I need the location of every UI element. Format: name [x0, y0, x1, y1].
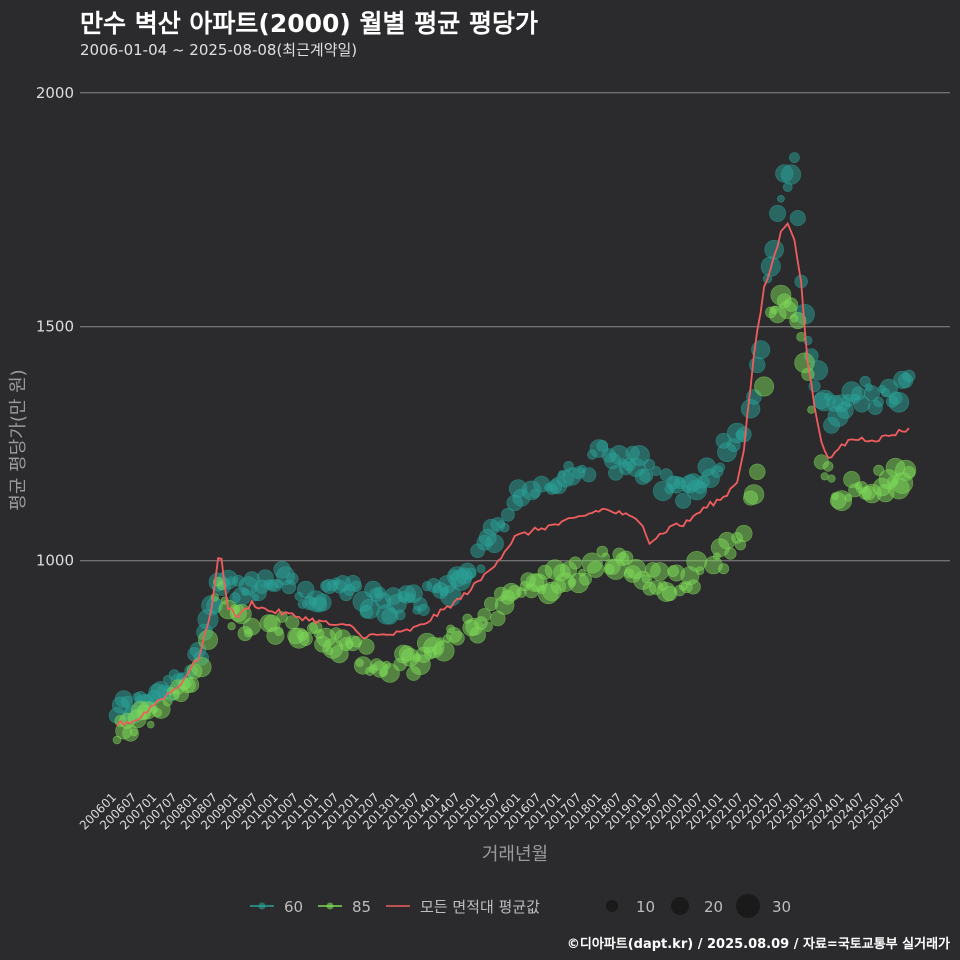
scatter-point-60 — [417, 603, 430, 616]
scatter-point-85 — [820, 472, 829, 481]
scatter-point-60 — [736, 426, 752, 443]
scatter-point-60 — [350, 580, 362, 592]
scatter-point-85 — [298, 631, 313, 646]
scatter-point-60 — [596, 439, 609, 452]
y-tick-label: 2000 — [36, 84, 74, 102]
legend-size-label: 20 — [704, 898, 723, 916]
y-tick-label: 1500 — [36, 318, 74, 336]
scatter-point-60 — [643, 458, 656, 471]
scatter-point-60 — [628, 445, 650, 467]
scatter-point-60 — [485, 534, 504, 554]
scatter-point-85 — [685, 579, 701, 595]
legend: 60 85 모든 면적대 평균값 10 20 30 — [250, 894, 791, 918]
scatter-point-85 — [718, 563, 730, 575]
scatter-point-85 — [579, 572, 592, 586]
scatter-point-85 — [183, 676, 200, 693]
scatter-point-85 — [822, 461, 834, 472]
scatter-point-85 — [274, 626, 284, 636]
scatter-point-85 — [129, 728, 138, 737]
legend-label: 85 — [352, 898, 371, 916]
scatter-points — [108, 152, 917, 745]
scatter-point-85 — [789, 312, 807, 330]
scatter-point-60 — [789, 152, 800, 163]
legend-size-key — [606, 900, 618, 912]
scatter-point-85 — [801, 367, 815, 381]
scatter-point-85 — [724, 547, 737, 560]
scatter-point-85 — [783, 297, 799, 312]
scatter-point-60 — [769, 204, 787, 222]
legend-label: 모든 면적대 평균값 — [420, 898, 540, 916]
scatter-point-60 — [581, 467, 597, 483]
y-tick-label: 1000 — [36, 552, 74, 570]
scatter-point-60 — [500, 507, 515, 522]
scatter-point-85 — [650, 562, 670, 581]
scatter-point-60 — [313, 593, 332, 612]
scatter-point-85 — [754, 376, 775, 397]
y-axis-title: 평균 평당가(만 원) — [8, 369, 29, 510]
scatter-point-60 — [638, 468, 654, 483]
scatter-point-60 — [902, 369, 916, 383]
scatter-point-85 — [242, 617, 261, 636]
scatter-point-60 — [394, 609, 406, 621]
scatter-point-85 — [695, 566, 705, 575]
scatter-point-60 — [675, 492, 692, 509]
scatter-point-60 — [873, 396, 885, 408]
average-line — [116, 221, 910, 727]
scatter-point-85 — [743, 484, 765, 505]
scatter-point-85 — [601, 552, 611, 562]
scatter-point-85 — [433, 640, 455, 662]
legend-size-key — [736, 894, 760, 918]
scatter-point-60 — [777, 194, 785, 203]
chart-title: 만수 벽산 아파트(2000) 월별 평균 평당가 — [80, 9, 538, 38]
scatter-point-85 — [469, 626, 486, 644]
scatter-point-85 — [735, 524, 753, 543]
scatter-point-85 — [568, 556, 582, 570]
scatter-point-85 — [227, 622, 236, 631]
scatter-point-60 — [715, 462, 726, 473]
legend-label: 60 — [284, 898, 303, 916]
scatter-point-85 — [482, 621, 493, 632]
scatter-point-85 — [191, 656, 212, 678]
scatter-point-85 — [827, 474, 836, 483]
scatter-point-85 — [844, 493, 853, 502]
legend-key-point — [258, 902, 266, 910]
scatter-point-85 — [902, 466, 916, 479]
scatter-point-60 — [651, 466, 662, 477]
scatter-point-60 — [476, 564, 486, 574]
scatter-point-85 — [162, 696, 173, 707]
scatter-point-60 — [764, 239, 785, 260]
scatter-point-60 — [888, 391, 910, 413]
scatter-point-85 — [358, 638, 375, 655]
legend-size-key — [671, 897, 689, 915]
scatter-point-85 — [749, 463, 766, 480]
chart-subtitle: 2006-01-04 ~ 2025-08-08(최근계약일) — [80, 41, 358, 59]
legend-key-point — [326, 902, 334, 910]
scatter-point-85 — [450, 630, 465, 646]
scatter-point-60 — [286, 572, 299, 585]
scatter-point-85 — [146, 720, 155, 729]
scatter-point-85 — [587, 560, 605, 578]
credit-footer: ©디아파트(dapt.kr) / 2025.08.09 / 자료=국토교통부 실… — [566, 937, 950, 952]
legend-size-label: 30 — [772, 898, 791, 916]
scatter-point-60 — [789, 210, 806, 227]
scatter-point-60 — [465, 567, 477, 579]
legend-size-label: 10 — [636, 898, 655, 916]
scatter-point-60 — [780, 164, 802, 185]
x-axis-title: 거래년월 — [482, 844, 548, 865]
scatter-point-60 — [499, 522, 510, 533]
